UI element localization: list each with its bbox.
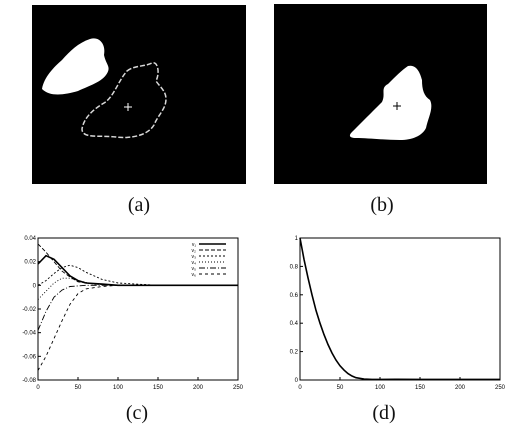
series-line-2 [37,243,238,286]
y-tick-label: 0.4 [290,321,299,327]
legend-label: v₁ [192,242,197,248]
segmented-blob [42,38,109,95]
chart-d: 0 50 100 150 200 250 1 0.8 0.6 0.4 0.2 0 [290,236,506,391]
initial-contour [81,62,167,139]
caption-d: (d) [372,402,396,424]
x-tick-label: 50 [75,385,82,391]
centroid-marker [124,103,132,111]
y-tick-label: -0.06 [22,354,36,360]
x-tick-label: 250 [495,385,506,391]
y-tick-label: -0.08 [22,378,36,384]
series-line-1 [299,237,500,381]
caption-c: (c) [125,402,149,424]
x-tick-label: 0 [36,385,40,391]
x-tick-label: 150 [153,385,164,391]
image-background [32,5,246,184]
y-tick-label: 0.8 [290,264,299,270]
caption-a: (a) [127,194,151,216]
series-line-5 [37,284,238,331]
legend-label: v₂ [192,248,197,254]
x-tick-label: 200 [193,385,204,391]
series-line-6 [37,284,238,371]
image-background [274,4,487,184]
legend-label: v₃ [191,254,196,260]
series-line-1 [37,254,238,287]
segmented-blob [349,65,432,140]
y-tick-label: 0.2 [290,350,299,356]
chart-panel-c: 0 50 100 150 200 250 0.04 0.02 0 -0.02 -0.04 -0.06 -… [0,228,250,394]
legend-label: v₄ [191,260,196,266]
image-panel-a [32,5,246,184]
series-line-4 [37,277,238,300]
x-tick-label: 50 [337,385,344,391]
y-tick-label: 1 [295,236,299,242]
legend-label: v₅ [191,266,196,272]
y-tick-label: -0.04 [22,331,36,337]
image-panel-b [274,4,487,184]
caption-b: (b) [370,194,394,216]
x-tick-label: 150 [415,385,426,391]
legend-label: v₆ [191,272,196,278]
x-tick-label: 0 [298,385,302,391]
x-tick-label: 200 [455,385,466,391]
y-tick-label: 0.6 [290,293,299,299]
chart-c: 0 50 100 150 200 250 0.04 0.02 0 -0.02 -0.04 -0.06 -… [22,236,244,391]
chart-panel-d: 0 50 100 150 200 250 1 0.8 0.6 0.4 0.2 0 [276,228,512,394]
x-tick-label: 250 [233,385,244,391]
y-tick-label: 0 [33,283,37,289]
y-tick-label: 0.02 [24,260,36,266]
x-tick-label: 100 [113,385,124,391]
y-tick-label: 0 [295,378,299,384]
y-tick-label: 0.04 [24,236,36,242]
plot-frame [299,237,501,381]
x-tick-label: 100 [375,385,386,391]
y-tick-label: -0.02 [22,307,36,313]
centroid-marker [393,102,401,110]
